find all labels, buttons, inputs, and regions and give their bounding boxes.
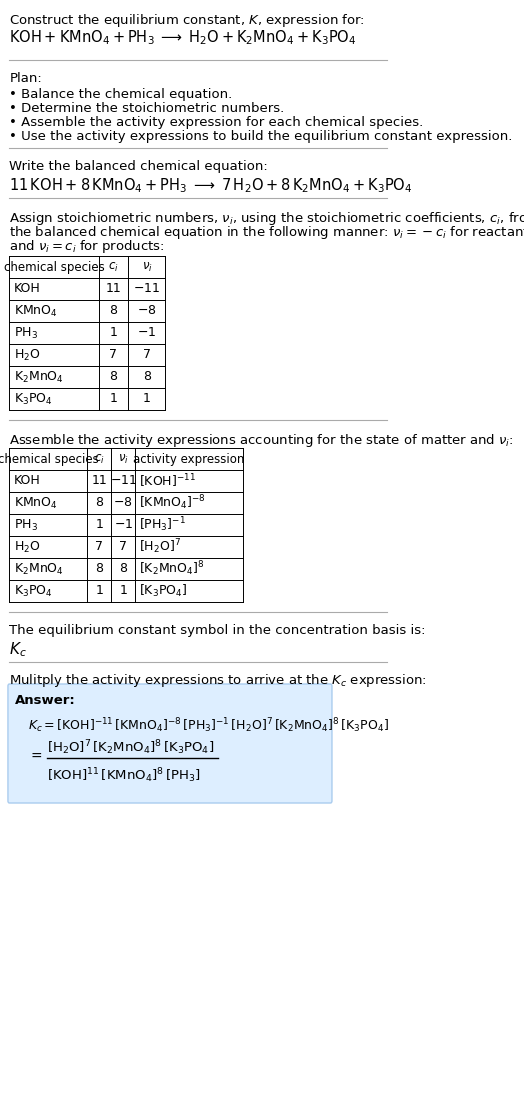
Text: 7: 7 xyxy=(143,348,151,362)
Text: $\mathrm{K_2MnO_4}$: $\mathrm{K_2MnO_4}$ xyxy=(14,562,64,577)
Text: $\mathrm{KMnO_4}$: $\mathrm{KMnO_4}$ xyxy=(14,303,58,319)
Text: $-8$: $-8$ xyxy=(113,497,133,510)
Text: $\mathrm{K_3PO_4}$: $\mathrm{K_3PO_4}$ xyxy=(14,391,52,407)
Text: KOH: KOH xyxy=(14,475,41,488)
Text: $\mathrm{PH_3}$: $\mathrm{PH_3}$ xyxy=(14,518,38,533)
Text: $\mathrm{PH_3}$: $\mathrm{PH_3}$ xyxy=(14,325,38,341)
Text: $\mathrm{H_2O}$: $\mathrm{H_2O}$ xyxy=(14,347,40,363)
Text: 8: 8 xyxy=(95,497,103,510)
Text: 8: 8 xyxy=(110,304,117,318)
Text: $[\mathrm{K_3PO_4}]$: $[\mathrm{K_3PO_4}]$ xyxy=(139,582,188,599)
Text: Write the balanced chemical equation:: Write the balanced chemical equation: xyxy=(9,160,268,173)
Text: $\mathrm{KOH + KMnO_4 + PH_3 \;\longrightarrow\; H_2O + K_2MnO_4 + K_3PO_4}$: $\mathrm{KOH + KMnO_4 + PH_3 \;\longrigh… xyxy=(9,27,357,46)
Text: Answer:: Answer: xyxy=(15,693,76,707)
Text: $K_c$: $K_c$ xyxy=(9,640,27,658)
Text: Mulitply the activity expressions to arrive at the $K_c$ expression:: Mulitply the activity expressions to arr… xyxy=(9,671,427,689)
Text: • Use the activity expressions to build the equilibrium constant expression.: • Use the activity expressions to build … xyxy=(9,130,513,143)
Text: 8: 8 xyxy=(119,563,127,576)
Text: $-1$: $-1$ xyxy=(137,326,157,340)
Text: $[\mathrm{H_2O}]^{7}$: $[\mathrm{H_2O}]^{7}$ xyxy=(139,537,181,556)
Text: $-1$: $-1$ xyxy=(114,519,133,532)
Text: $[\mathrm{KOH}]^{11}\,[\mathrm{KMnO_4}]^{8}\,[\mathrm{PH_3}]$: $[\mathrm{KOH}]^{11}\,[\mathrm{KMnO_4}]^… xyxy=(47,766,200,785)
Text: 8: 8 xyxy=(143,370,151,384)
Text: $\mathrm{K_3PO_4}$: $\mathrm{K_3PO_4}$ xyxy=(14,584,52,599)
Text: $[\mathrm{PH_3}]^{-1}$: $[\mathrm{PH_3}]^{-1}$ xyxy=(139,515,187,534)
Text: 1: 1 xyxy=(143,392,151,406)
Text: 11: 11 xyxy=(106,282,122,296)
FancyBboxPatch shape xyxy=(8,684,332,803)
Text: Assemble the activity expressions accounting for the state of matter and $\nu_i$: Assemble the activity expressions accoun… xyxy=(9,432,514,449)
Text: $-11$: $-11$ xyxy=(110,475,137,488)
Text: $\mathrm{K_2MnO_4}$: $\mathrm{K_2MnO_4}$ xyxy=(14,369,64,385)
Text: $K_c = [\mathrm{KOH}]^{-11}\,[\mathrm{KMnO_4}]^{-8}\,[\mathrm{PH_3}]^{-1}\,[\mat: $K_c = [\mathrm{KOH}]^{-11}\,[\mathrm{KM… xyxy=(28,717,389,735)
Text: activity expression: activity expression xyxy=(133,453,245,466)
Text: $\nu_i$: $\nu_i$ xyxy=(118,453,128,466)
Text: $c_i$: $c_i$ xyxy=(94,453,105,466)
Text: KOH: KOH xyxy=(14,282,41,296)
Text: 7: 7 xyxy=(110,348,117,362)
Text: 1: 1 xyxy=(95,585,103,598)
Text: 8: 8 xyxy=(110,370,117,384)
Text: 1: 1 xyxy=(110,392,117,406)
Text: $=$: $=$ xyxy=(28,748,43,762)
Text: $\mathrm{11\,KOH + 8\,KMnO_4 + PH_3 \;\longrightarrow\; 7\,H_2O + 8\,K_2MnO_4 + : $\mathrm{11\,KOH + 8\,KMnO_4 + PH_3 \;\l… xyxy=(9,176,413,195)
Text: 1: 1 xyxy=(95,519,103,532)
Text: 11: 11 xyxy=(92,475,107,488)
Text: $[\mathrm{H_2O}]^{7}\,[\mathrm{K_2MnO_4}]^{8}\,[\mathrm{K_3PO_4}]$: $[\mathrm{H_2O}]^{7}\,[\mathrm{K_2MnO_4}… xyxy=(47,739,214,757)
Text: 8: 8 xyxy=(95,563,103,576)
Text: Construct the equilibrium constant, $K$, expression for:: Construct the equilibrium constant, $K$,… xyxy=(9,12,365,29)
Text: $[\mathrm{KMnO_4}]^{-8}$: $[\mathrm{KMnO_4}]^{-8}$ xyxy=(139,493,206,512)
Text: 1: 1 xyxy=(119,585,127,598)
Text: • Assemble the activity expression for each chemical species.: • Assemble the activity expression for e… xyxy=(9,116,424,129)
Text: and $\nu_i = c_i$ for products:: and $\nu_i = c_i$ for products: xyxy=(9,238,165,255)
Text: 7: 7 xyxy=(95,541,103,554)
Text: $[\mathrm{K_2MnO_4}]^{8}$: $[\mathrm{K_2MnO_4}]^{8}$ xyxy=(139,559,205,578)
Text: $\mathrm{KMnO_4}$: $\mathrm{KMnO_4}$ xyxy=(14,496,58,511)
Text: 1: 1 xyxy=(110,326,117,340)
Text: $\nu_i$: $\nu_i$ xyxy=(141,260,152,274)
Text: Plan:: Plan: xyxy=(9,73,42,85)
Text: chemical species: chemical species xyxy=(0,453,99,466)
Text: Assign stoichiometric numbers, $\nu_i$, using the stoichiometric coefficients, $: Assign stoichiometric numbers, $\nu_i$, … xyxy=(9,210,524,227)
Text: $\mathrm{H_2O}$: $\mathrm{H_2O}$ xyxy=(14,540,40,555)
Text: The equilibrium constant symbol in the concentration basis is:: The equilibrium constant symbol in the c… xyxy=(9,624,426,637)
Text: $[\mathrm{KOH}]^{-11}$: $[\mathrm{KOH}]^{-11}$ xyxy=(139,473,196,490)
Text: $-11$: $-11$ xyxy=(133,282,160,296)
Text: • Balance the chemical equation.: • Balance the chemical equation. xyxy=(9,88,233,101)
Text: the balanced chemical equation in the following manner: $\nu_i = -c_i$ for react: the balanced chemical equation in the fo… xyxy=(9,224,524,241)
Text: • Determine the stoichiometric numbers.: • Determine the stoichiometric numbers. xyxy=(9,102,285,115)
Text: chemical species: chemical species xyxy=(4,260,104,274)
Text: 7: 7 xyxy=(119,541,127,554)
Text: $-8$: $-8$ xyxy=(137,304,157,318)
Text: $c_i$: $c_i$ xyxy=(108,260,119,274)
